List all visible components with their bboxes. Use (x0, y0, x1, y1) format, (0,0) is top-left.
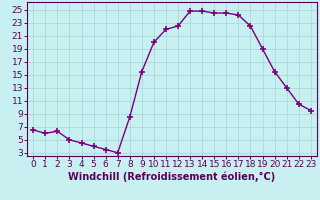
X-axis label: Windchill (Refroidissement éolien,°C): Windchill (Refroidissement éolien,°C) (68, 172, 276, 182)
